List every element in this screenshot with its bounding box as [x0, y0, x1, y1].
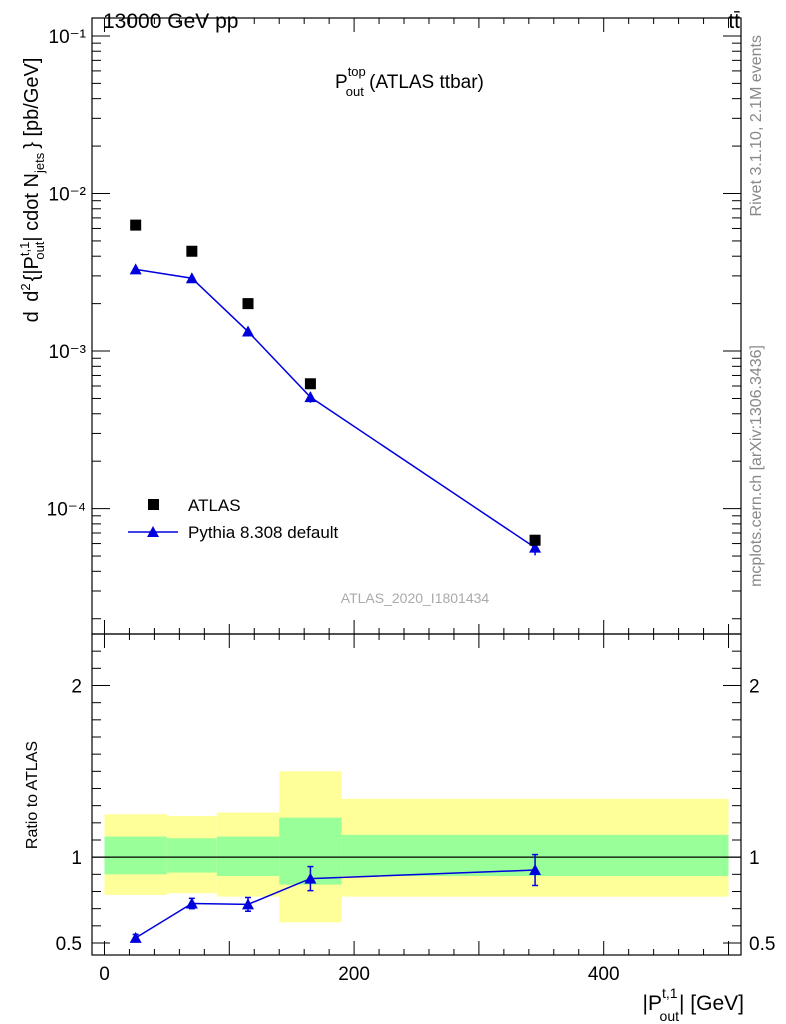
ratio-point	[304, 872, 317, 884]
analysis-id: ATLAS_2020_I1801434	[341, 590, 490, 606]
lower-frame	[91, 633, 742, 956]
upper-panel: 10⁻⁴ 10⁻³ 10⁻² 10⁻¹	[47, 17, 742, 635]
x-tick-label: 400	[588, 964, 620, 985]
mcplots-label: mcplots.cern.ch [arXiv:1306.3436]	[748, 345, 765, 587]
lower-panel: 0.5 0.5 1 1 2 2 0 200 400	[56, 633, 775, 985]
x-tick-label: 0	[99, 964, 110, 985]
mc-point	[529, 541, 542, 553]
lower-y-axis-label: Ratio to ATLAS	[24, 741, 41, 849]
y-tick-label: 2	[749, 676, 760, 697]
mc-point	[242, 325, 255, 337]
atlas-point	[130, 219, 142, 231]
rivet-label: Rivet 3.1.10, 2.1M events	[748, 35, 765, 216]
mc-point	[304, 391, 317, 403]
ratio-point	[529, 864, 542, 876]
y-tick-label: 10⁻¹	[49, 27, 87, 48]
legend-label-mc: Pythia 8.308 default	[188, 523, 339, 542]
upper-y-axis-label: d d2{|Pt,1out| cdot Njets} [pb/GeV]	[17, 58, 47, 323]
legend: ATLAS Pythia 8.308 default	[128, 496, 339, 542]
ratio-point	[185, 897, 198, 909]
legend-marker-atlas	[148, 499, 159, 510]
x-axis-label: |Pt,1 out| [GeV]	[643, 985, 745, 1024]
band-inner	[216, 836, 280, 877]
mc-point	[185, 272, 198, 284]
atlas-point	[529, 534, 541, 546]
energy-label: 13000 GeV pp	[103, 10, 238, 33]
legend-label-atlas: ATLAS	[188, 496, 241, 515]
y-tick-label: 10⁻³	[49, 342, 87, 363]
y-tick-label: 2	[71, 676, 82, 697]
ratio-point	[129, 931, 142, 943]
process-label: tt̄	[728, 10, 740, 33]
legend-marker-mc	[147, 526, 159, 537]
atlas-point	[242, 298, 254, 310]
y-tick-label: 0.5	[56, 934, 82, 955]
ratio-point	[242, 898, 255, 910]
y-tick-label: 10⁻²	[49, 185, 87, 206]
x-tick-label: 200	[338, 964, 370, 985]
y-tick-label: 1	[749, 848, 760, 869]
band-inner	[166, 838, 217, 873]
y-tick-label: 10⁻⁴	[47, 500, 86, 521]
y-tick-label: 1	[71, 848, 82, 869]
y-tick-label: 0.5	[749, 934, 775, 955]
band-inner	[104, 836, 167, 875]
atlas-point	[186, 245, 198, 257]
plot-title: Ptop out (ATLAS ttbar)	[335, 64, 484, 99]
mc-point	[129, 263, 142, 275]
atlas-point	[304, 378, 316, 390]
